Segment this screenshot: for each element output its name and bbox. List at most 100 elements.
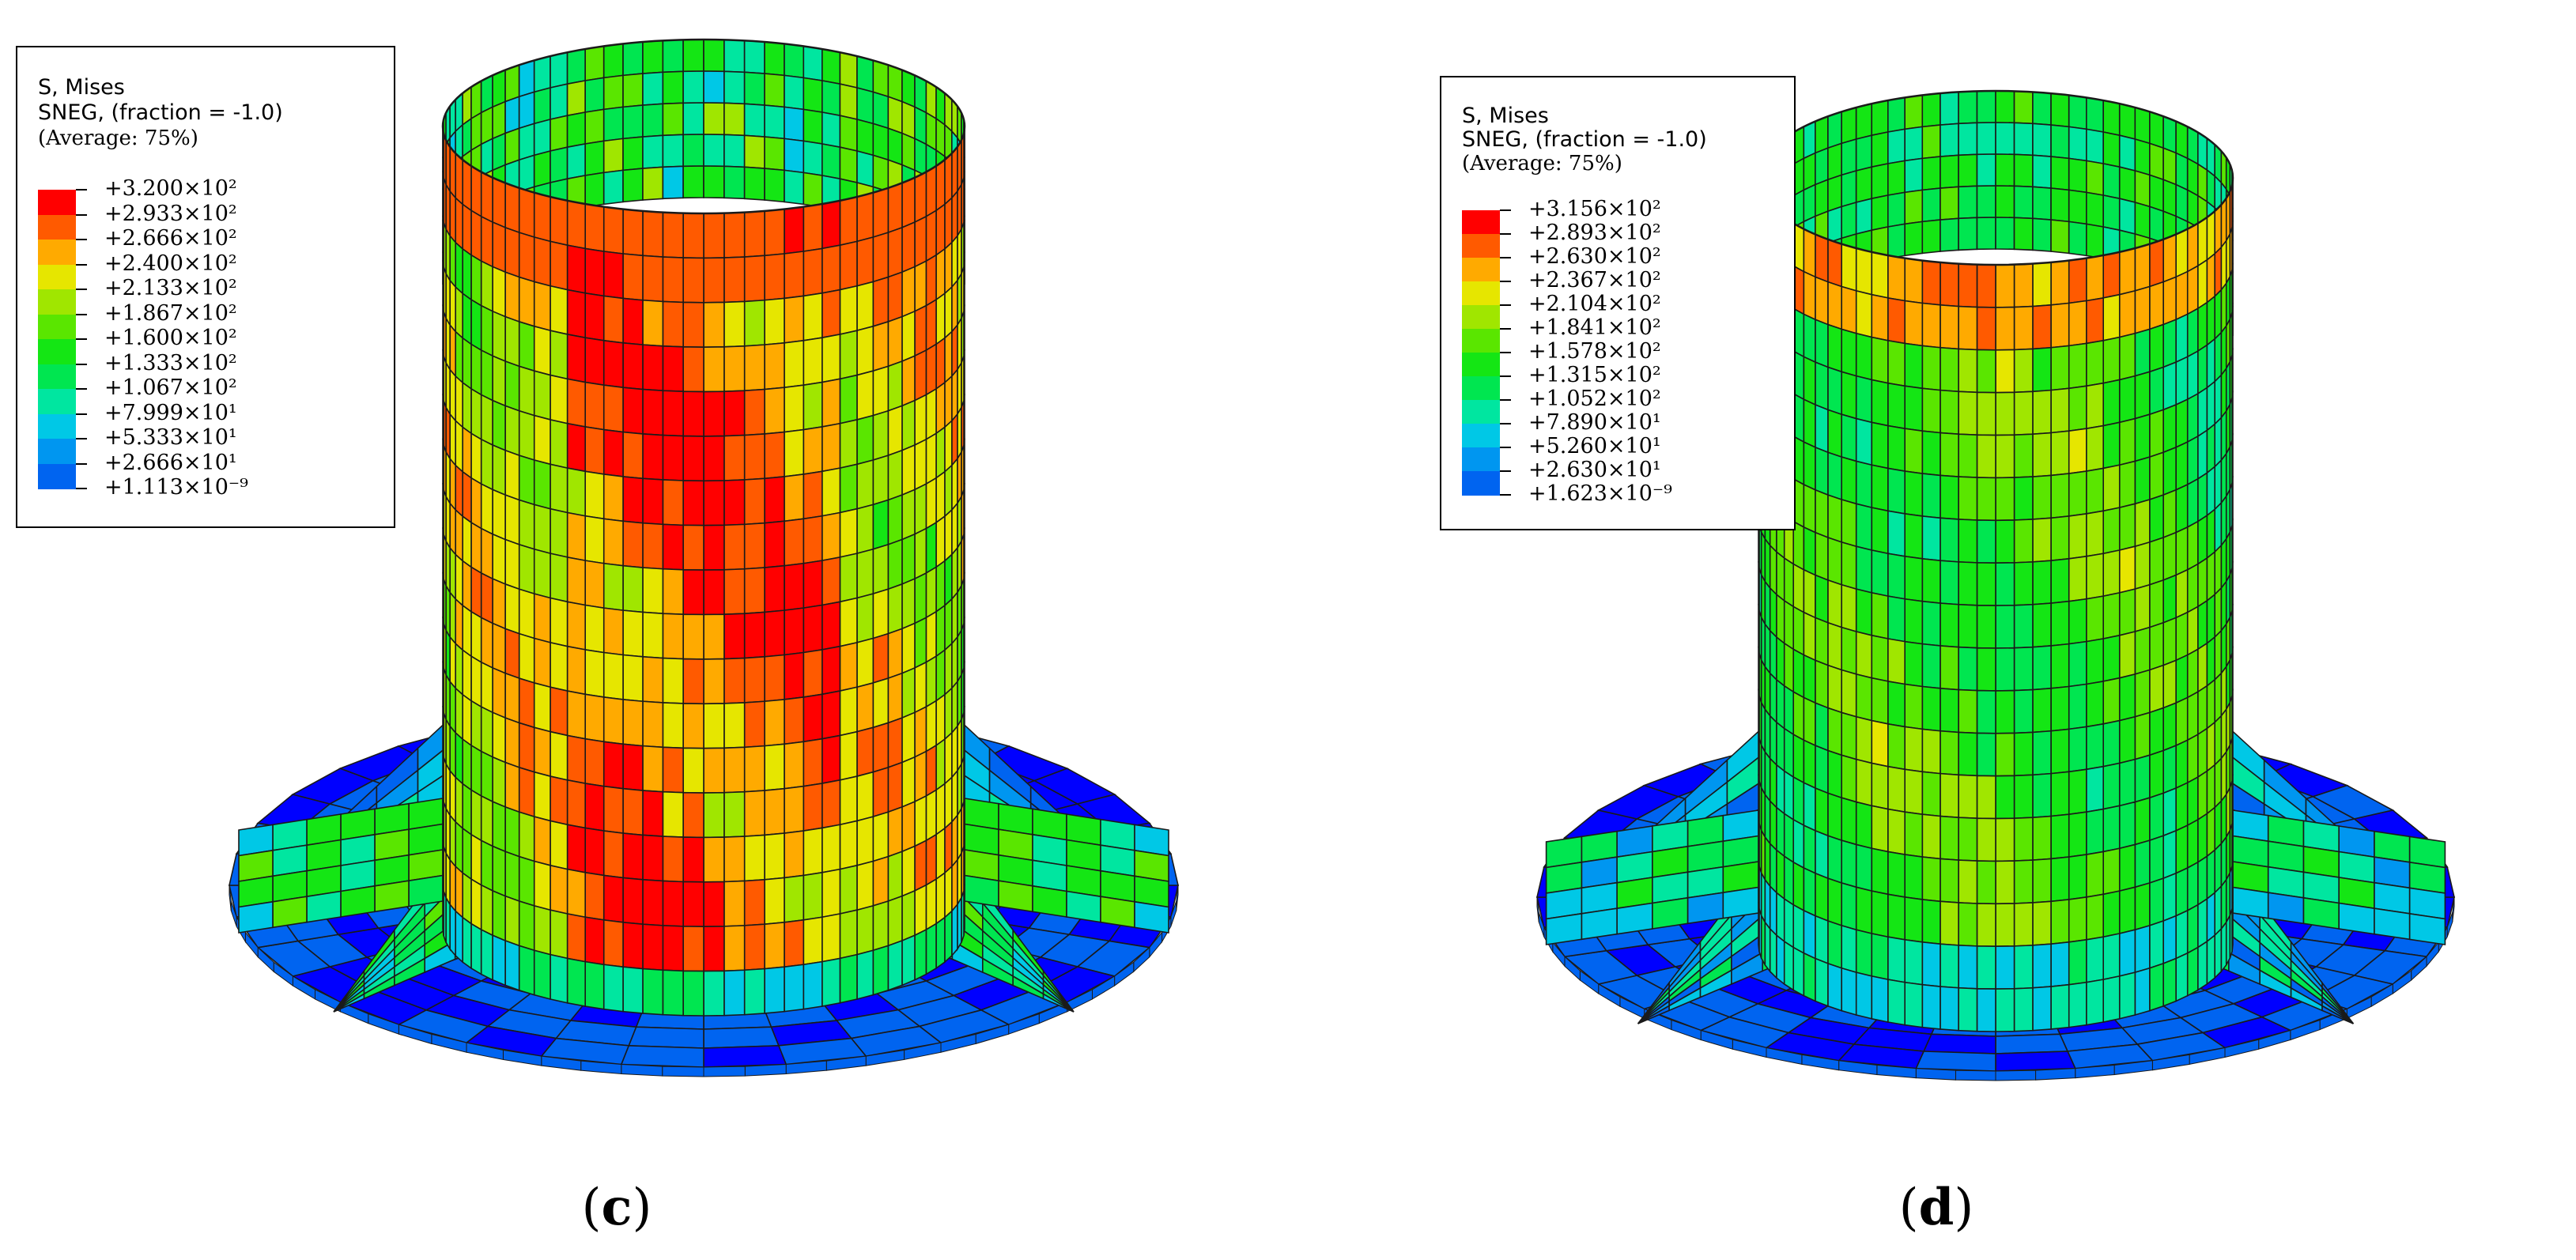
cylinder-element — [470, 566, 482, 619]
cylinder-element — [1995, 860, 2015, 905]
cylinder-element — [944, 463, 953, 519]
cylinder-element — [743, 923, 765, 971]
cylinder-element — [1904, 768, 1924, 816]
cylinder-element — [602, 874, 624, 923]
cylinder-element — [642, 700, 664, 749]
cylinder-element — [1887, 255, 1906, 302]
cylinder-element — [901, 489, 916, 541]
cylinder-element — [1855, 375, 1873, 424]
cylinder-inner-element — [2186, 188, 2199, 228]
cylinder-element — [2086, 467, 2104, 515]
cylinder-element — [682, 970, 704, 1017]
cylinder-element — [803, 560, 823, 609]
legend-value: +1.067×10² — [104, 375, 237, 400]
cylinder-element — [1871, 251, 1889, 299]
cylinder-element — [2220, 877, 2227, 931]
cylinder-element — [2013, 688, 2034, 734]
cylinder-element — [2206, 295, 2215, 347]
legend-color-band — [1462, 376, 1500, 401]
cylinder-element — [2214, 330, 2223, 383]
cylinder-element — [1995, 306, 2015, 351]
cylinder-element — [533, 771, 551, 822]
stiffener-element — [1042, 993, 1075, 1013]
cylinder-element — [470, 387, 482, 441]
cylinder-element — [550, 730, 568, 781]
legend-value: +2.933×10² — [104, 201, 237, 226]
cylinder-element — [449, 768, 456, 824]
cylinder-element — [584, 247, 605, 297]
cylinder-element — [550, 553, 568, 603]
cylinder-element — [1815, 319, 1829, 368]
cylinder-element — [2086, 382, 2104, 430]
cylinder-inner-element — [2013, 90, 2034, 125]
legend-tick — [1500, 447, 1511, 448]
cylinder-element — [901, 889, 916, 942]
legend-value: +5.260×10¹ — [1528, 434, 1661, 458]
cylinder-element — [462, 425, 472, 480]
cylinder-element — [1958, 817, 1978, 862]
cylinder-element — [784, 562, 805, 612]
cylinder-element — [2118, 247, 2136, 296]
cylinder-inner-element — [533, 55, 551, 93]
cylinder-element — [2068, 896, 2087, 943]
cylinder-element — [803, 693, 823, 743]
cylinder-inner-element — [518, 91, 535, 130]
cylinder-inner-element — [602, 74, 624, 111]
cylinder-inner-element — [803, 140, 823, 176]
cylinder-element — [1783, 770, 1795, 821]
cylinder-inner-element — [723, 165, 746, 200]
cylinder-element — [2220, 281, 2227, 335]
cylinder-element — [2149, 323, 2164, 373]
cylinder-element — [2050, 345, 2070, 391]
cylinder-element — [533, 370, 551, 421]
cylinder-element — [462, 470, 472, 524]
cylinder-element — [602, 785, 624, 834]
cylinder-inner-element — [803, 77, 823, 113]
cylinder-element — [533, 637, 551, 688]
cylinder-element — [2013, 945, 2034, 990]
cylinder-element — [2149, 366, 2164, 416]
cylinder-element — [2032, 730, 2052, 776]
cylinder-element — [925, 700, 937, 753]
cylinder-element — [2175, 611, 2189, 662]
legend-value: +1.623×10⁻⁹ — [1528, 481, 1672, 506]
cylinder-element — [723, 836, 746, 883]
cylinder-element — [480, 884, 493, 937]
cylinder-element — [480, 527, 493, 580]
cylinder-element — [2086, 680, 2104, 728]
cylinder-element — [1871, 719, 1889, 768]
legend-value: +1.841×10² — [1528, 315, 1661, 340]
cylinder-element — [925, 566, 937, 619]
cylinder-element — [925, 922, 937, 975]
cylinder-element — [784, 251, 805, 300]
cylinder-element — [1976, 519, 1996, 564]
plate-element — [2338, 902, 2375, 935]
cylinder-inner-element — [703, 102, 725, 136]
legend-tick — [1500, 375, 1511, 377]
cylinder-element — [925, 209, 937, 262]
cylinder-element — [723, 523, 746, 571]
legend-tick — [1500, 423, 1511, 424]
cylinder-element — [2118, 673, 2136, 722]
cylinder-inner-element — [1921, 187, 1941, 223]
cylinder-element — [1958, 603, 1978, 649]
cylinder-element — [944, 240, 953, 296]
plate-element — [1722, 886, 1759, 919]
cylinder-element — [504, 761, 520, 813]
cylinder-element — [449, 680, 456, 735]
cylinder-inner-element — [1887, 96, 1906, 133]
cylinder-element — [584, 203, 605, 252]
cylinder-element — [462, 916, 472, 970]
cylinder-inner-element — [2086, 128, 2104, 164]
cylinder-element — [584, 604, 605, 654]
rim-element — [1536, 896, 1539, 922]
cylinder-element — [2032, 772, 2052, 819]
cylinder-element — [518, 945, 535, 996]
cylinder-inner-element — [642, 40, 664, 74]
cylinder-element — [2068, 726, 2087, 773]
cylinder-element — [914, 259, 927, 313]
cylinder-element — [872, 187, 890, 239]
cylinder-element — [839, 641, 858, 692]
cylinder-inner-element — [2134, 138, 2151, 176]
cylinder-element — [470, 343, 482, 396]
